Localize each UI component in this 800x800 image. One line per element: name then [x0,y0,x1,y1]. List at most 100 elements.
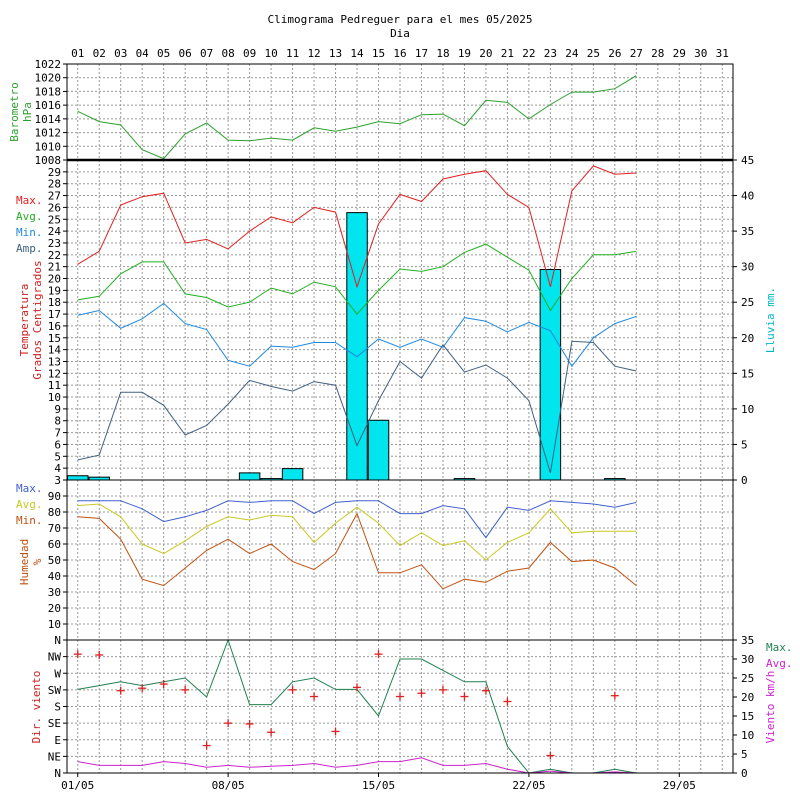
hmin-line [77,512,637,590]
day-label: 25 [587,47,600,60]
wind-direction-axis-label: Dir. viento [30,671,43,744]
temperature-tick-label: 13 [48,355,61,368]
wind-direction-tick-label: SE [48,717,61,730]
day-label: 06 [179,47,192,60]
humidity-tick-label: 70 [48,522,61,535]
rain-bar [238,472,261,481]
temperature-tick-label: 16 [48,320,61,333]
temperature-tick-label: 4 [54,462,61,475]
temperature-legend-max: Max. [16,194,43,207]
day-label: 21 [501,47,514,60]
day-label: 12 [307,47,320,60]
rain-tick-label: 35 [741,225,754,238]
temperature-tick-label: 3 [54,474,61,487]
temperature-tick-label: 19 [48,284,61,297]
temperature-tick-label: 10 [48,391,61,404]
rain-tick-label: 0 [741,474,748,487]
temperature-legend-min: Min. [16,226,43,239]
day-label: 09 [243,47,256,60]
panel-frame [66,639,734,774]
day-label: 13 [329,47,342,60]
humidity-legend-avg: Avg. [16,498,43,511]
wind-speed-tick-label: 0 [741,767,748,780]
day-label: 08 [222,47,235,60]
hmax-line [77,500,637,539]
wind-direction-tick-label: NW [48,651,62,664]
day-label: 20 [479,47,492,60]
tmin-line [77,302,637,368]
temperature-tick-label: 6 [54,438,61,451]
wind-legend-avg: Avg. [766,657,793,670]
humidity-axis-label-line: % [31,558,44,565]
wind-speed-tick-label: 5 [741,748,748,761]
humidity-axis-label-line: Humedad [18,539,31,585]
humidity-legend-max: Max. [16,482,43,495]
temperature-legend-avg: Avg. [16,210,43,223]
rain-tick-label: 15 [741,367,754,380]
temperature-tick-label: 7 [54,427,61,440]
rain-tick-label: 5 [741,438,748,451]
date-label: 15/05 [362,779,395,792]
temperature-tick-label: 8 [54,415,61,428]
temperature-tick-label: 28 [48,178,61,191]
rain-bar [346,212,368,481]
temperature-tick-label: 29 [48,166,61,179]
rain-tick-label: 45 [741,154,754,167]
pressure-tick-label: 1016 [35,99,62,112]
day-label: 16 [393,47,406,60]
day-label: 26 [608,47,621,60]
temperature-tick-label: 18 [48,296,61,309]
wind-speed-tick-label: 20 [741,691,754,704]
day-label: 10 [264,47,277,60]
wind-direction-tick-label: SW [48,684,62,697]
wind-direction-tick-label: NE [48,750,61,763]
wind-speed-tick-label: 25 [741,672,754,685]
pressure-tick-label: 1018 [35,85,62,98]
tamp-line [77,340,637,474]
temperature-tick-label: 26 [48,201,61,214]
pressure-tick-label: 1010 [35,140,62,153]
humidity-axis-label: Humedad% [18,539,44,585]
wind-speed-tick-label: 35 [741,634,754,647]
day-label: 05 [157,47,170,60]
temperature-tick-label: 23 [48,237,61,250]
temperature-tick-label: 27 [48,190,61,203]
pressure-axis-label-line: Barometro [8,82,21,142]
temperature-tick-label: 25 [48,213,61,226]
rain-tick-label: 20 [741,332,754,345]
day-label: 11 [286,47,299,60]
wind-direction-tick-label: S [54,701,61,714]
pressure-tick-label: 1008 [35,154,62,167]
temperature-tick-label: 24 [48,225,62,238]
rain-bar [367,419,390,481]
humidity-tick-label: 10 [48,618,61,631]
wind-direction-tick-label: N [54,767,61,780]
rain-tick-label: 30 [741,261,754,274]
rain-tick-label: 40 [741,190,754,203]
humidity-tick-label: 30 [48,586,61,599]
day-label: 18 [436,47,449,60]
temperature-tick-label: 5 [54,450,61,463]
humidity-tick-label: 90 [48,490,61,503]
day-label: 29 [673,47,686,60]
wind-direction-tick-label: E [54,734,61,747]
pressure-tick-label: 1014 [35,113,62,126]
wind-legend-max: Max. [766,641,793,654]
chart-title: Climograma Pedreguer para el mes 05/2025 [267,13,533,26]
temperature-tick-label: 20 [48,273,61,286]
temperature-tick-label: 15 [48,332,61,345]
wind-direction-tick-label: N [54,634,61,647]
chart-subtitle: Dia [390,27,410,40]
day-label: 01 [71,47,84,60]
pressure-tick-label: 1022 [35,58,62,71]
day-label: 22 [522,47,535,60]
temperature-tick-label: 11 [48,379,61,392]
temperature-tick-label: 22 [48,249,61,262]
day-label: 19 [458,47,471,60]
pressure-axis-label: BarometrohPa [8,82,34,142]
rain-tick-label: 10 [741,403,754,416]
temperature-axis-label-line: Grados Centigrados [31,260,44,379]
day-label: 14 [350,47,364,60]
